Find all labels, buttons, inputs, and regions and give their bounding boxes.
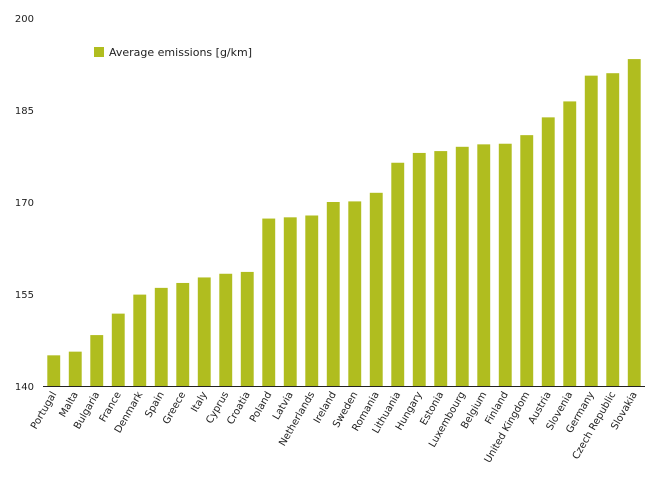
bar-slovakia [627,59,641,387]
bar-france [111,313,125,386]
legend: Average emissions [g/km] [94,46,252,59]
y-tick-label: 140 [15,382,34,393]
bar-bulgaria [90,335,104,386]
bar-poland [262,218,276,386]
bar-belgium [477,144,491,386]
bar-latvia [283,217,297,386]
bar-malta [68,351,82,386]
bar-finland [498,143,512,386]
bar-netherlands [305,215,319,386]
bar-portugal [47,355,61,386]
bar-denmark [133,294,147,386]
bars [47,59,641,387]
y-tick-label: 155 [15,290,34,301]
bar-spain [154,287,168,386]
bar-italy [197,277,211,386]
bar-germany [584,75,598,387]
bar-hungary [412,152,426,386]
bar-lithuania [391,162,405,386]
bar-greece [176,282,190,386]
bar-estonia [434,151,448,386]
bar-sweden [348,201,362,386]
y-tick-label: 170 [15,198,34,209]
bar-czech-republic [606,73,620,386]
x-axis-category-labels: PortugalMaltaBulgariaFranceDenmarkSpainG… [29,390,640,465]
legend-swatch [94,47,104,57]
x-category-label: Italy [189,390,209,414]
legend-label: Average emissions [g/km] [109,46,252,59]
x-category-label: Portugal [29,390,59,431]
y-tick-label: 200 [15,14,34,25]
bar-united-kingdom [520,135,534,386]
bar-austria [541,117,555,387]
y-axis-tick-labels: 140 155 170 185 200 [15,14,34,393]
y-tick-label: 185 [15,106,34,117]
bar-croatia [240,271,254,386]
bar-romania [369,192,383,386]
bar-ireland [326,202,340,386]
bar-slovenia [563,101,577,386]
bar-cyprus [219,273,233,386]
bar-luxembourg [455,146,469,386]
